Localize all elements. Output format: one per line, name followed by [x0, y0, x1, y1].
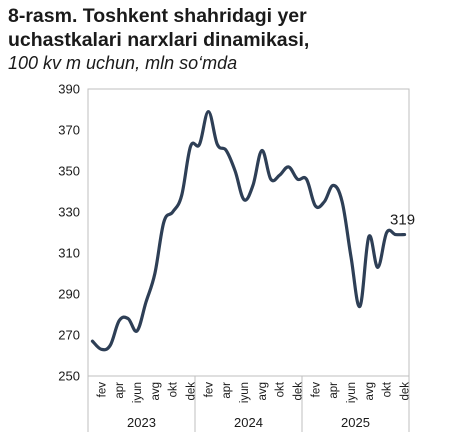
data-point: [270, 178, 272, 180]
data-point: [314, 205, 316, 207]
x-tick-label: iyun: [132, 382, 144, 403]
data-point: [279, 174, 281, 176]
year-label: 2025: [341, 415, 370, 430]
x-axis: fev apr iyun avg okt dek fev apr iyun avg okt dek fe…: [96, 381, 411, 403]
data-point: [394, 233, 396, 235]
x-tick-label: fev: [203, 382, 215, 398]
data-point: [118, 319, 120, 321]
year-label: 2023: [127, 415, 156, 430]
x-tick-label: avg: [150, 382, 162, 401]
data-point: [341, 201, 343, 203]
chart-title-line-2: uchastkalari narxlari dinamikasi,: [8, 29, 310, 51]
x-tick-label: dek: [293, 382, 305, 401]
data-point: [100, 348, 102, 350]
x-tick-label: fev: [310, 382, 322, 398]
chart-title: 8-rasm. Toshkent shahridagi yer uchastka…: [8, 4, 463, 74]
plot-area-frame: [87, 88, 410, 377]
y-tick-label: 270: [58, 328, 80, 343]
data-point: [136, 330, 138, 332]
y-tick-label: 350: [58, 164, 80, 179]
data-point: [368, 235, 370, 237]
x-tick-label: apr: [221, 382, 233, 399]
x-tick-label: avg: [257, 382, 269, 401]
chart-title-line-1: 8-rasm. Toshkent shahridagi yer: [8, 5, 307, 27]
y-tick-label: 370: [58, 123, 80, 138]
data-label: 319: [390, 212, 415, 229]
x-tick-label: okt: [382, 381, 394, 397]
chart-subtitle: 100 kv m uchun, mln so‘mda: [8, 53, 238, 73]
data-point: [287, 166, 289, 168]
data-point: [154, 272, 156, 274]
x-tick-label: iyun: [239, 382, 251, 403]
y-tick-label: 330: [58, 205, 80, 220]
data-point: [296, 178, 298, 180]
x-axis-years: 2023 2024 2025: [87, 376, 410, 432]
data-point: [180, 194, 182, 196]
x-tick-label: fev: [96, 382, 108, 398]
x-tick-label: avg: [364, 382, 376, 401]
data-point: [261, 149, 263, 151]
year-label: 2024: [234, 415, 263, 430]
data-point: [207, 110, 209, 112]
x-tick-label: apr: [328, 382, 340, 399]
series-line: [90, 109, 407, 352]
x-tick-label: apr: [114, 382, 126, 399]
data-point: [305, 178, 307, 180]
data-point: [243, 199, 245, 201]
data-point: [332, 184, 334, 186]
x-tick-label: dek: [400, 382, 412, 401]
data-point: [350, 256, 352, 258]
y-tick-label: 310: [58, 246, 80, 261]
data-point: [109, 344, 111, 346]
y-tick-label: 390: [58, 82, 80, 97]
x-tick-label: okt: [168, 381, 180, 397]
y-axis: 250 270 290 310 330 350 370 390: [58, 82, 80, 384]
data-point: [172, 211, 174, 213]
data-point: [145, 301, 147, 303]
data-point: [323, 201, 325, 203]
data-point: [359, 305, 361, 307]
series-points: [91, 110, 405, 350]
data-point: [189, 145, 191, 147]
data-point: [377, 266, 379, 268]
data-point: [252, 184, 254, 186]
data-point: [234, 170, 236, 172]
data-point: [163, 221, 165, 223]
data-point: [198, 143, 200, 145]
data-point: [216, 143, 218, 145]
data-point: [127, 317, 129, 319]
y-tick-label: 250: [58, 369, 80, 384]
data-point: [403, 233, 405, 235]
x-tick-label: iyun: [346, 382, 358, 403]
y-tick-label: 290: [58, 287, 80, 302]
x-tick-label: dek: [186, 382, 198, 401]
data-point: [91, 340, 93, 342]
x-tick-label: okt: [275, 381, 287, 397]
data-point: [225, 149, 227, 151]
data-point: [386, 231, 388, 233]
data-labels: 319: [390, 212, 415, 229]
